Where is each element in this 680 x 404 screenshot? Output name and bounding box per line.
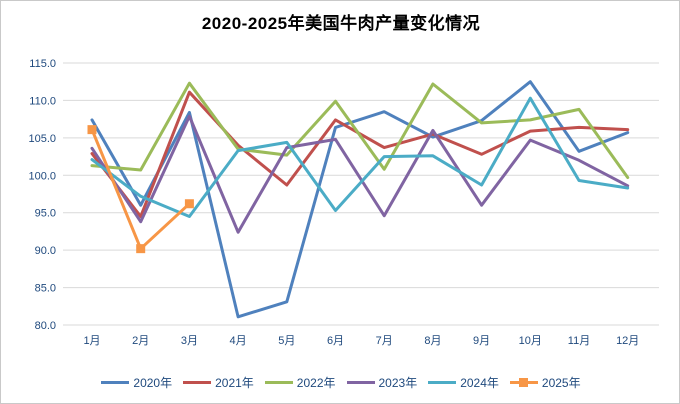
legend-line-icon — [101, 381, 130, 384]
legend-line-icon — [264, 381, 293, 384]
x-axis-tick-label: 2月 — [132, 335, 149, 347]
legend-label: 2022年 — [296, 376, 336, 390]
x-axis-tick-label: 5月 — [278, 335, 295, 347]
x-axis-tick-label: 6月 — [327, 335, 344, 347]
y-axis-tick-label: 95.0 — [35, 208, 56, 220]
legend-label: 2024年 — [460, 376, 499, 390]
x-axis-tick-label: 3月 — [181, 335, 198, 347]
y-axis-tick-label: 85.0 — [35, 283, 56, 295]
y-axis-tick-label: 115.0 — [29, 58, 56, 70]
legend-line-sample — [183, 378, 212, 387]
legend-line-icon — [428, 381, 457, 384]
x-axis-tick-label: 7月 — [376, 335, 393, 347]
y-axis-tick-label: 80.0 — [35, 320, 56, 332]
legend-item-2021年: 2021年 — [183, 374, 254, 391]
legend-line-sample — [428, 378, 457, 387]
legend-label: 2020年 — [133, 376, 173, 390]
legend-item-2022年: 2022年 — [264, 374, 336, 391]
legend-item-2020年: 2020年 — [101, 374, 172, 391]
y-axis-tick-label: 110.0 — [29, 95, 56, 107]
x-axis-tick-label: 12月 — [616, 335, 639, 347]
x-axis-tick-label: 1月 — [83, 335, 100, 347]
legend-item-2025年: 2025年 — [509, 374, 581, 391]
series-line-2020年 — [90, 80, 630, 319]
x-axis-tick-label: 11月 — [568, 335, 590, 347]
legend-line-sample — [264, 378, 293, 387]
plot-area: 115.0 110.0 105.0 100.0 95.0 90.0 85.0 80.0 1月 2月… — [28, 58, 659, 347]
legend-label: 2025年 — [541, 376, 581, 390]
x-axis-tick-label: 4月 — [230, 335, 247, 347]
legend-line-icon — [183, 381, 212, 384]
series-marker-2025年 — [136, 244, 146, 254]
series-line-2022年 — [90, 81, 630, 179]
legend-item-2024年: 2024年 — [428, 374, 499, 391]
chart-legend: 2020年 2021年 2022年 2023年 2024年 2025年 — [1, 374, 679, 391]
legend-line-sample — [509, 378, 538, 387]
series-line-2023年 — [90, 114, 630, 234]
x-axis-tick-label: 9月 — [473, 335, 490, 347]
legend-square-marker-icon — [518, 378, 528, 387]
legend-label: 2023年 — [378, 376, 418, 390]
legend-line-sample — [346, 378, 375, 387]
y-axis-tick-label: 105.0 — [28, 133, 56, 145]
y-axis-tick-label: 90.0 — [35, 245, 56, 257]
chart-title: 2020-2025年美国牛肉产量变化情况 — [201, 14, 481, 33]
legend-line-icon — [346, 381, 375, 384]
legend-line-sample — [101, 378, 130, 387]
legend-item-2023年: 2023年 — [346, 374, 418, 391]
series-marker-2025年 — [87, 125, 97, 135]
x-axis-tick-label: 8月 — [424, 335, 441, 347]
y-axis-tick-label: 100.0 — [28, 170, 56, 182]
legend-label: 2021年 — [215, 376, 254, 390]
x-axis-tick-label: 10月 — [519, 335, 542, 347]
series-marker-2025年 — [184, 199, 194, 209]
